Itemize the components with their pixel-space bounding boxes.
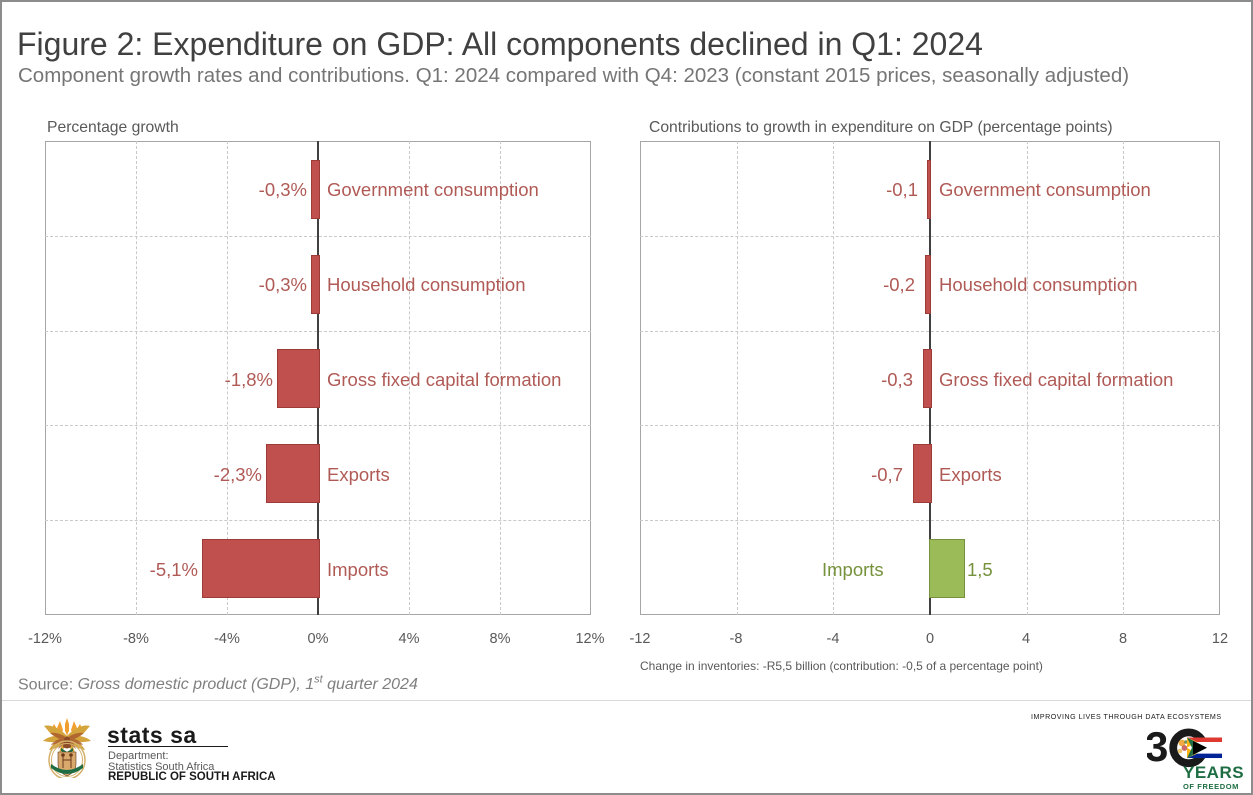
svg-text:3: 3 [1147,724,1168,770]
